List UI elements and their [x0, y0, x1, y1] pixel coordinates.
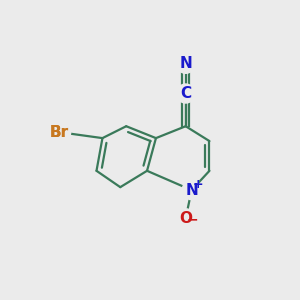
Circle shape [182, 181, 201, 200]
Circle shape [48, 121, 70, 143]
Text: Br: Br [50, 125, 69, 140]
Text: Br: Br [50, 125, 69, 140]
Text: +: + [193, 178, 203, 191]
Circle shape [176, 54, 195, 73]
Circle shape [176, 209, 195, 228]
Text: N: N [179, 56, 192, 71]
Circle shape [176, 84, 195, 103]
Text: N: N [185, 183, 198, 198]
Text: −: − [186, 213, 198, 227]
Text: O: O [179, 211, 192, 226]
Circle shape [50, 123, 69, 142]
Text: C: C [180, 86, 191, 101]
